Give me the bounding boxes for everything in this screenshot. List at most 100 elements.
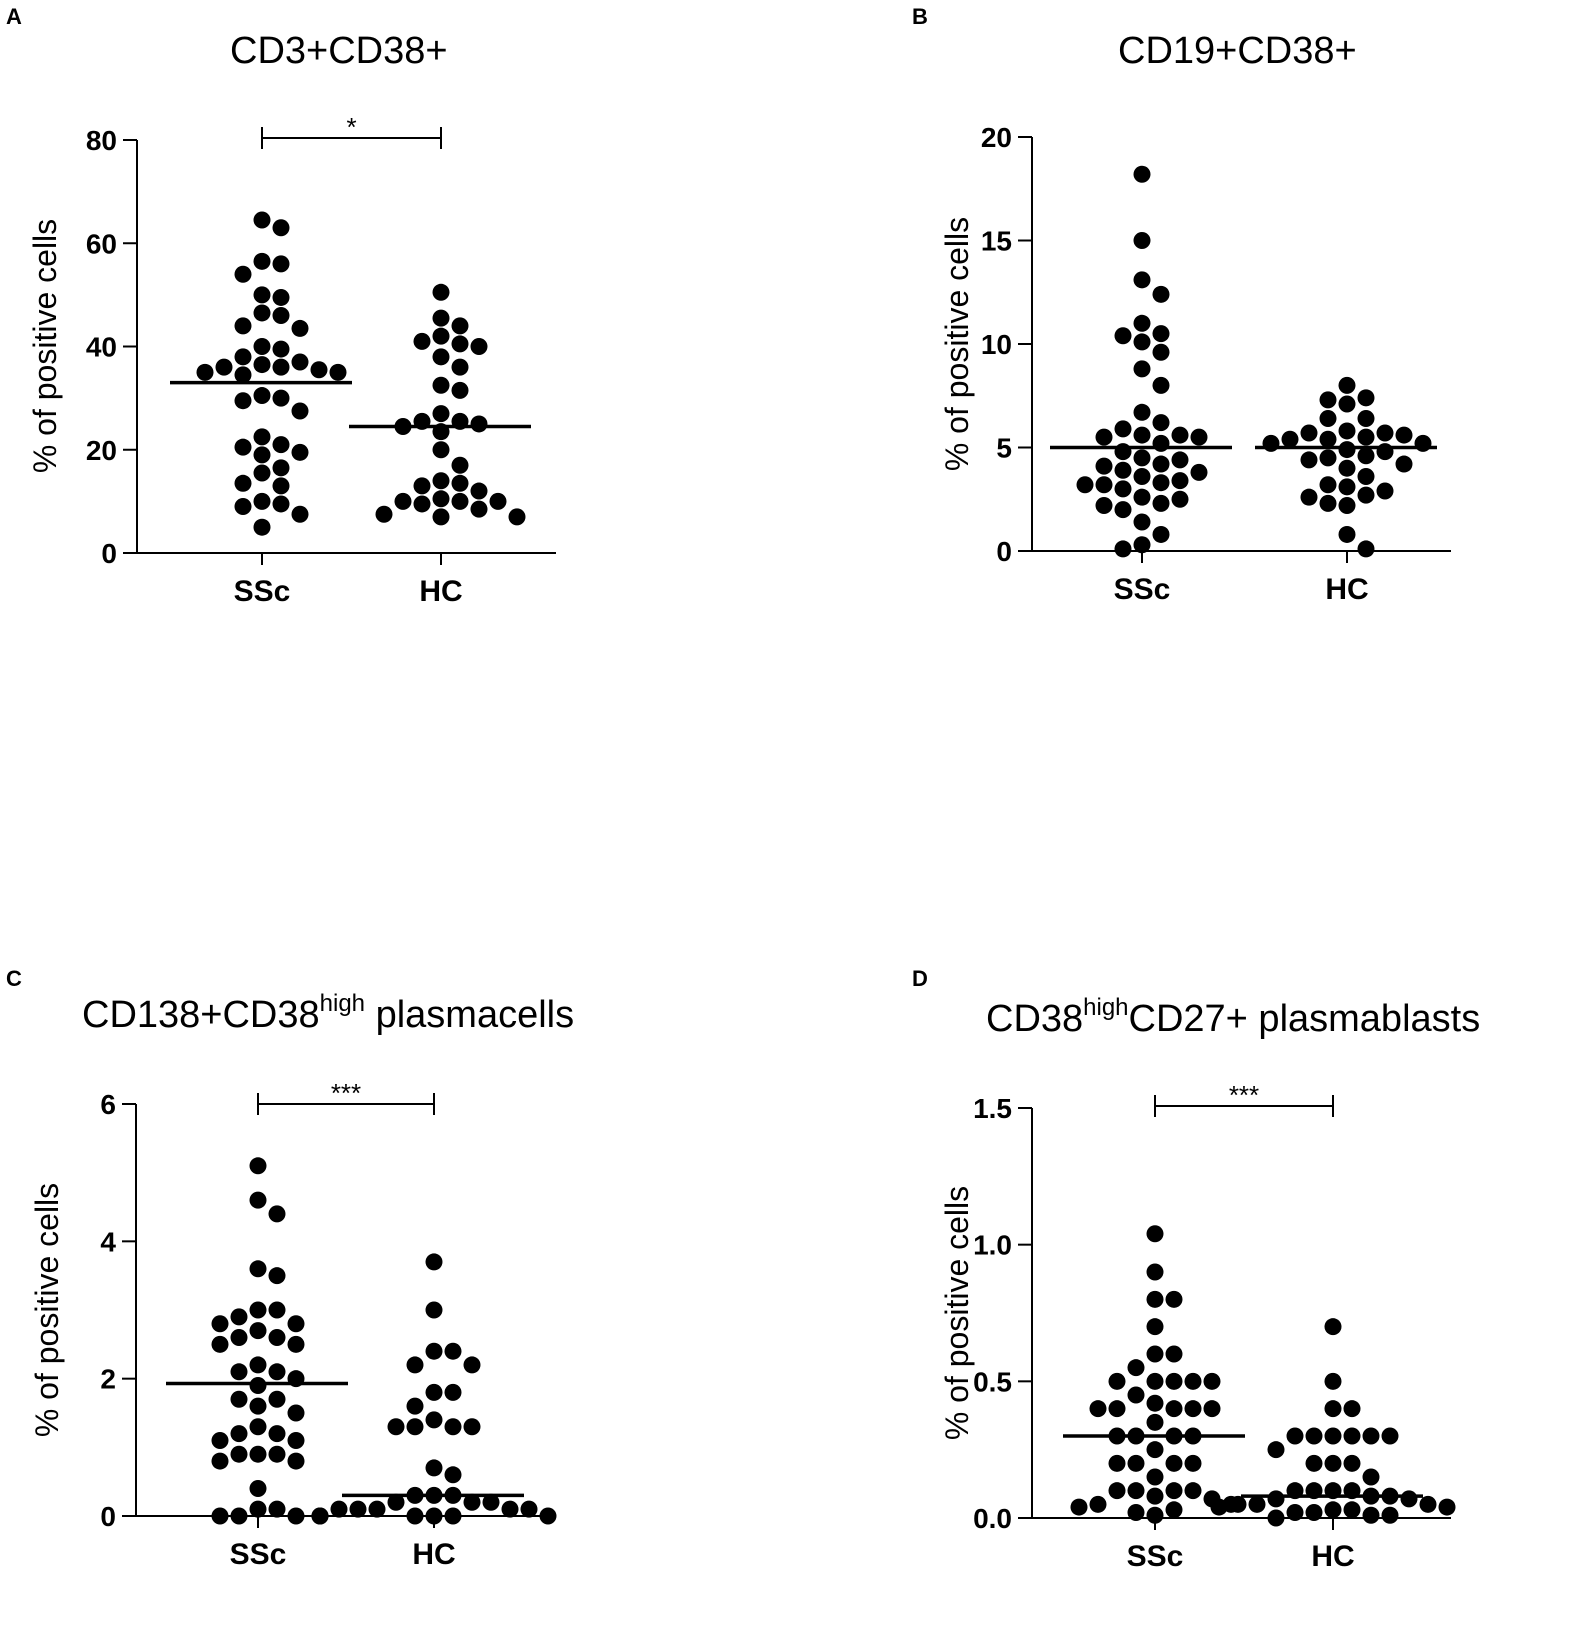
y-tick-label: 0.5 xyxy=(973,1366,1012,1397)
data-point xyxy=(1089,1400,1107,1418)
data-point xyxy=(1133,271,1151,289)
data-point xyxy=(1152,343,1170,361)
y-tick-label: 5 xyxy=(996,433,1012,464)
data-point xyxy=(1319,476,1337,494)
y-tick-label: 2 xyxy=(100,1364,116,1395)
data-point xyxy=(1395,426,1413,444)
panel-b: B CD19+CD38+ 0 5 10 15 20 SSc HC % of positive … xyxy=(0,0,1582,640)
data-point xyxy=(1165,1290,1183,1308)
data-point xyxy=(425,1459,443,1477)
data-point xyxy=(234,317,252,335)
data-point xyxy=(1146,1487,1164,1505)
data-point xyxy=(253,252,271,270)
data-point xyxy=(1127,1359,1145,1377)
data-point xyxy=(1203,1372,1221,1390)
data-point xyxy=(1146,1413,1164,1431)
panel-letter: B xyxy=(912,4,928,29)
data-point xyxy=(1133,232,1151,249)
data-point xyxy=(1114,540,1132,558)
data-point xyxy=(1300,424,1318,442)
data-point xyxy=(1362,1506,1380,1524)
data-point xyxy=(253,428,271,446)
data-point xyxy=(406,1397,424,1415)
chart-title: CD19+CD38+ xyxy=(1118,30,1357,73)
data-point xyxy=(253,211,271,229)
data-point xyxy=(1338,441,1356,459)
data-point xyxy=(272,459,290,477)
data-point xyxy=(1357,410,1375,428)
data-point xyxy=(249,1500,267,1518)
data-point xyxy=(230,1507,248,1525)
data-point xyxy=(1146,1506,1164,1524)
scatter-plot: 0 5 10 15 20 SSc HC % of positive cells xyxy=(939,122,1451,606)
data-point xyxy=(508,508,526,526)
data-point xyxy=(432,490,450,508)
y-tick-label: 20 xyxy=(981,122,1012,153)
data-point xyxy=(1184,1454,1202,1472)
data-point xyxy=(230,1363,248,1381)
chart-title: CD138+CD38high plasmacells xyxy=(82,992,574,1037)
data-point xyxy=(470,338,488,355)
data-point xyxy=(1324,1318,1342,1336)
data-point xyxy=(1305,1504,1323,1522)
data-point xyxy=(234,265,252,283)
data-point xyxy=(1324,1501,1342,1519)
data-point xyxy=(1133,488,1151,506)
data-point xyxy=(406,1507,424,1525)
data-point xyxy=(1114,501,1132,519)
data-point xyxy=(272,436,290,454)
title-main: CD3+CD38+ xyxy=(230,30,448,72)
panel-letter: A xyxy=(6,4,22,29)
data-point xyxy=(1146,1263,1164,1281)
data-point xyxy=(234,498,252,516)
y-tick-label: 0 xyxy=(100,1501,116,1532)
data-point xyxy=(272,495,290,513)
data-point xyxy=(1152,414,1170,432)
data-point xyxy=(463,1356,481,1374)
data-point xyxy=(432,441,450,459)
data-point xyxy=(249,1377,267,1395)
y-axis-title: % of positive cells xyxy=(29,1183,65,1437)
data-point xyxy=(1133,467,1151,485)
data-point xyxy=(1357,486,1375,504)
data-point xyxy=(413,332,431,350)
data-point xyxy=(451,317,469,335)
x-category-label: HC xyxy=(419,575,462,608)
chart-title: CD38highCD27+ plasmablasts xyxy=(986,996,1480,1041)
y-tick-label: 15 xyxy=(981,226,1012,257)
data-point xyxy=(249,1418,267,1436)
data-point xyxy=(230,1328,248,1346)
data-point xyxy=(272,307,290,325)
data-point xyxy=(1338,395,1356,413)
data-point xyxy=(1114,480,1132,498)
data-point xyxy=(1152,325,1170,343)
data-point xyxy=(234,474,252,492)
data-point xyxy=(291,505,309,523)
y-axis-title: % of positive cells xyxy=(939,1186,975,1440)
title-main: CD138+CD38 xyxy=(82,994,320,1036)
scatter-plot: 0 2 4 6 SSc HC % of positive cells *** xyxy=(29,1078,557,1571)
data-point xyxy=(272,288,290,306)
data-point xyxy=(1362,1427,1380,1445)
data-point xyxy=(1146,1394,1164,1412)
y-tick-label: 0.0 xyxy=(973,1503,1012,1534)
data-point xyxy=(287,1404,305,1422)
significance-label: *** xyxy=(1229,1080,1259,1110)
data-point xyxy=(1146,1372,1164,1390)
data-point xyxy=(249,1191,267,1209)
data-point xyxy=(253,464,271,482)
data-point xyxy=(368,1500,386,1518)
data-point xyxy=(287,1335,305,1353)
data-point xyxy=(268,1390,286,1408)
data-point xyxy=(1305,1427,1323,1445)
data-point xyxy=(1152,285,1170,303)
data-point xyxy=(230,1308,248,1326)
data-point xyxy=(1133,314,1151,332)
data-point xyxy=(1357,467,1375,485)
data-point xyxy=(451,335,469,353)
data-point xyxy=(1343,1454,1361,1472)
data-point xyxy=(1133,513,1151,531)
data-point xyxy=(1108,1372,1126,1390)
data-point xyxy=(1133,403,1151,421)
